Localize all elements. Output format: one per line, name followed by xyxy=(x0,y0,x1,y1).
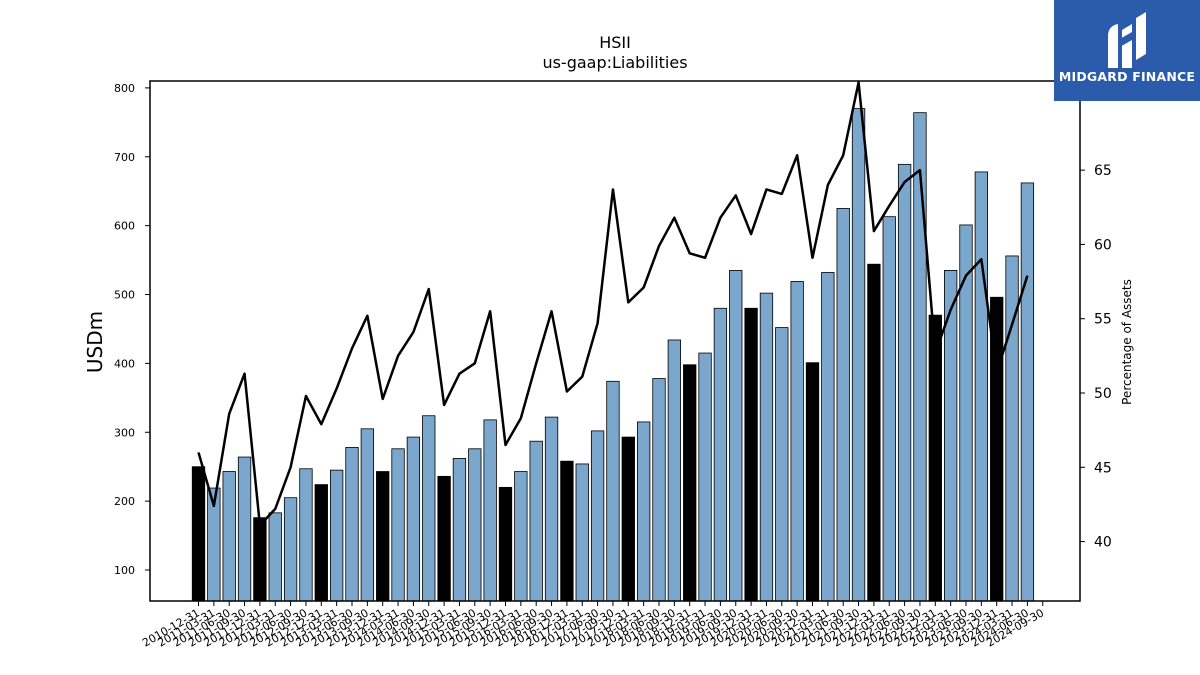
bar-2017-09-30 xyxy=(606,380,620,602)
y-tick-label-100: 100 xyxy=(114,564,135,577)
bar-2019-12-31 xyxy=(744,307,758,602)
bar-2023-09-30 xyxy=(974,171,988,602)
bar-2020-09-30 xyxy=(790,281,804,602)
bar-2013-09-30 xyxy=(360,428,375,602)
bar-2022-03-31 xyxy=(882,216,896,602)
bar-2011-12-31 xyxy=(253,517,267,602)
bar-2012-06-30 xyxy=(283,497,298,602)
y-tick-label-700: 700 xyxy=(114,151,135,164)
x-axis: 2010-12-312011-03-312011-06-302011-09-30… xyxy=(140,601,1046,650)
y2-axis-label: Percentage of Assets xyxy=(1120,279,1134,405)
bar-2021-06-30 xyxy=(836,208,850,602)
bar-2016-06-30 xyxy=(529,440,543,602)
bar-2013-03-31 xyxy=(329,469,344,602)
chart-title: HSII xyxy=(599,33,631,52)
bar-2012-09-30 xyxy=(299,468,313,602)
bar-2021-12-31 xyxy=(867,263,881,602)
y-tick-label-800: 800 xyxy=(114,82,135,95)
chart-subtitle: us-gaap:Liabilities xyxy=(542,53,687,72)
bar-2014-03-31 xyxy=(391,448,405,602)
y2-tick-label-55: 55 xyxy=(1094,312,1112,328)
bar-2014-12-31 xyxy=(437,475,451,602)
bar-2012-03-31 xyxy=(268,512,282,602)
bar-2017-03-31 xyxy=(575,463,589,602)
y-axis-label: USDm xyxy=(83,311,107,373)
bar-2011-09-30 xyxy=(237,456,252,602)
bar-2016-09-30 xyxy=(544,416,559,602)
bar-2015-06-30 xyxy=(468,448,482,602)
bar-group xyxy=(191,108,1035,602)
bar-2018-06-30 xyxy=(652,378,666,602)
bar-2012-12-31 xyxy=(314,484,328,602)
y-tick-label-200: 200 xyxy=(114,495,135,508)
bar-2019-06-30 xyxy=(713,307,728,602)
bar-2011-06-30 xyxy=(222,471,236,602)
y2-tick-label-50: 50 xyxy=(1094,386,1112,402)
percentage-line xyxy=(197,81,1029,527)
y-tick-label-400: 400 xyxy=(114,357,135,370)
y-axis: 100 200 300 400 500 600 700 800 xyxy=(114,82,150,577)
y-tick-label-300: 300 xyxy=(114,426,135,439)
bar-2016-12-31 xyxy=(560,460,574,602)
bar-2018-03-31 xyxy=(637,421,651,602)
y2-tick-label-40: 40 xyxy=(1094,535,1112,551)
y2-tick-label-45: 45 xyxy=(1094,460,1112,476)
bar-2014-06-30 xyxy=(406,436,421,602)
bar-2020-03-31 xyxy=(759,292,774,602)
y2-axis: 40455055606570 xyxy=(1080,89,1112,551)
bar-2019-09-30 xyxy=(729,269,743,602)
bar-2022-06-30 xyxy=(897,163,912,602)
bar-2017-12-31 xyxy=(621,436,635,602)
bar-2014-09-30 xyxy=(422,415,436,602)
plot-frame xyxy=(149,80,1081,602)
bar-2015-03-31 xyxy=(452,458,467,602)
bar-2018-12-31 xyxy=(683,364,697,602)
bar-2013-12-31 xyxy=(376,471,390,602)
y2-tick-label-60: 60 xyxy=(1094,237,1112,253)
y-tick-label-600: 600 xyxy=(114,220,135,233)
logo-mark-icon xyxy=(1108,12,1146,68)
bar-2015-09-30 xyxy=(483,419,497,602)
logo-text: MIDGARD FINANCE xyxy=(1058,69,1196,84)
y-tick-label-500: 500 xyxy=(114,289,135,302)
bar-2015-12-31 xyxy=(498,486,513,602)
bar-2018-09-30 xyxy=(667,339,681,602)
bar-2020-12-31 xyxy=(805,362,820,602)
bar-2013-06-30 xyxy=(345,447,359,602)
line-group xyxy=(197,81,1029,527)
bar-2024-06-30 xyxy=(1020,182,1035,602)
bar-2023-06-30 xyxy=(959,224,973,602)
bar-2017-06-30 xyxy=(590,430,605,602)
y2-tick-label-65: 65 xyxy=(1094,163,1112,179)
bar-2021-03-31 xyxy=(821,272,835,602)
bar-2019-03-31 xyxy=(698,352,712,602)
bar-2016-03-31 xyxy=(514,471,528,602)
bar-2022-12-31 xyxy=(928,314,942,602)
bar-2020-06-30 xyxy=(775,327,789,602)
bar-2010-12-31 xyxy=(191,466,206,602)
bar-2022-09-30 xyxy=(913,112,927,602)
bar-2021-09-30 xyxy=(851,108,866,602)
midgard-finance-logo: MIDGARD FINANCE xyxy=(1054,0,1200,101)
